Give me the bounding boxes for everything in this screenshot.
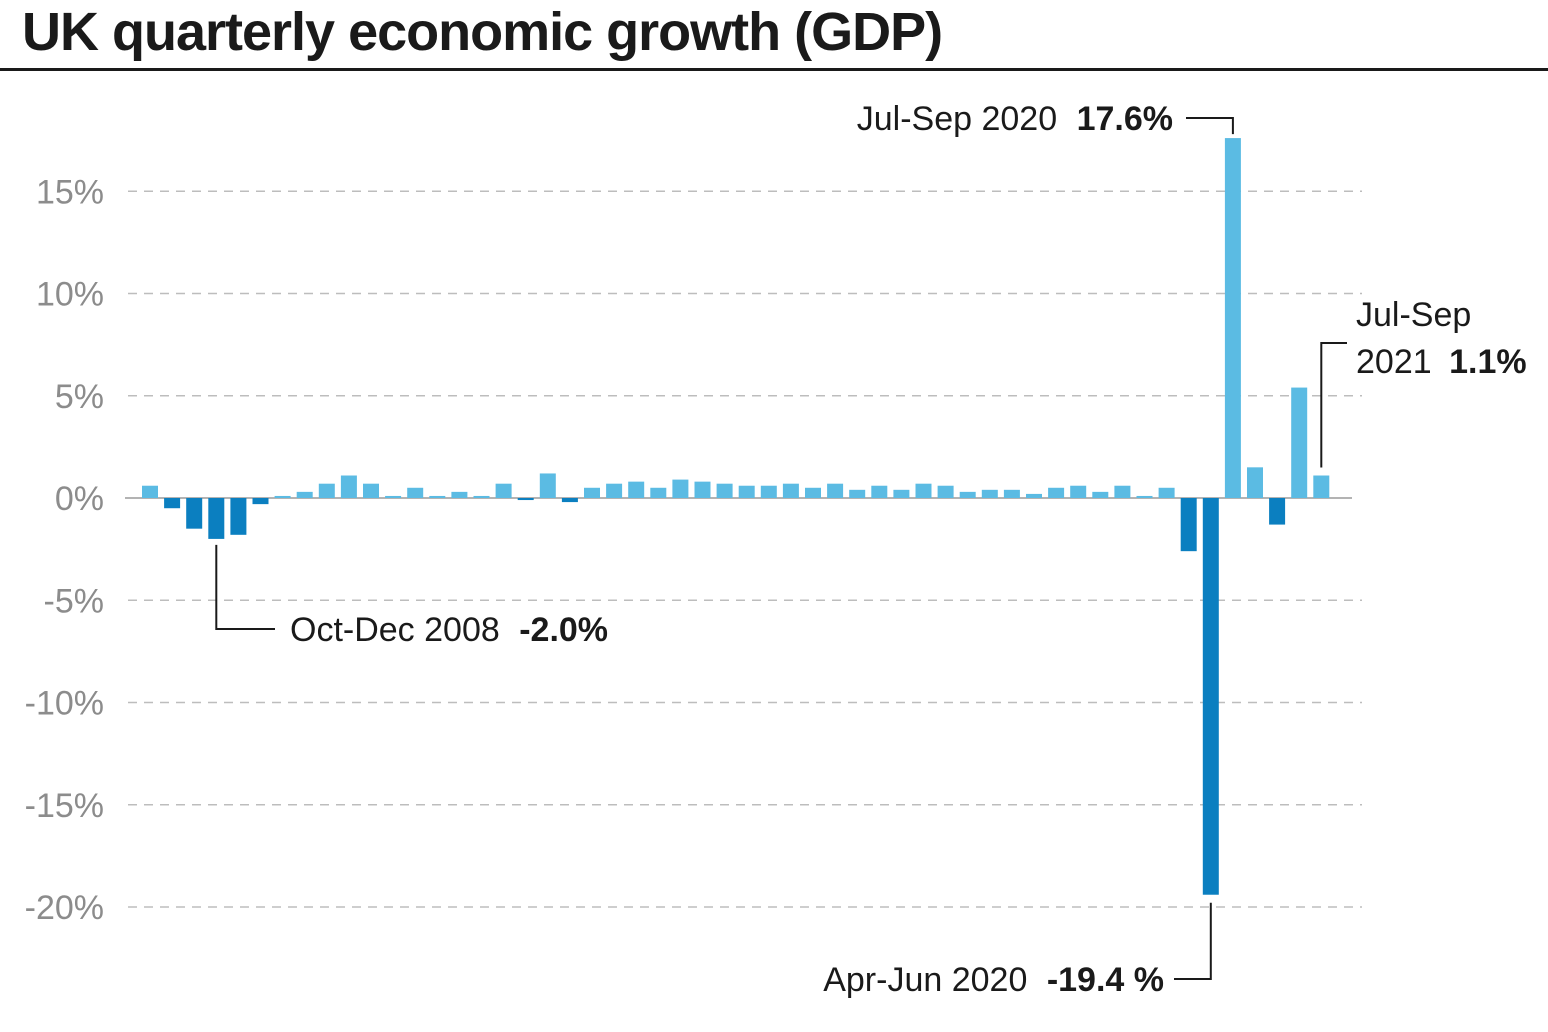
annotation-leader-line [1320, 342, 1347, 468]
annotation-jul-sep-2020-label: Jul-Sep 2020 [857, 100, 1057, 138]
bar [606, 483, 623, 498]
bar [1247, 467, 1263, 498]
bar [1269, 498, 1286, 525]
bar [429, 495, 446, 498]
y-tick-label: -20% [25, 889, 104, 927]
y-tick-label: 10% [36, 276, 104, 314]
y-tick-label: 5% [55, 378, 104, 416]
y-tick-label: -10% [25, 685, 104, 723]
bar [981, 489, 998, 498]
bar [760, 485, 777, 498]
bar [208, 498, 225, 539]
grid-lines [128, 190, 1362, 908]
bar [473, 495, 490, 498]
bar [1313, 475, 1330, 498]
bar [716, 483, 733, 498]
annotation-jul-sep-2021-line1: Jul-Sep [1356, 296, 1471, 334]
annotation-jul-sep-2021-year: 2021 [1356, 343, 1432, 381]
bar [915, 483, 932, 498]
y-tick-label: 0% [55, 480, 104, 518]
bar [694, 481, 711, 498]
bar [495, 483, 512, 498]
bar [827, 483, 844, 498]
bar [849, 489, 866, 498]
bar [738, 485, 755, 498]
bar [164, 498, 181, 509]
bar [340, 475, 357, 498]
bar [937, 485, 954, 498]
bar [1003, 489, 1020, 498]
bar [318, 483, 335, 498]
bar [1180, 498, 1197, 552]
bar [1291, 387, 1308, 498]
bar [142, 485, 158, 498]
annotation-apr-jun-2020: Apr-Jun 2020 -19.4 % [823, 961, 1164, 999]
bar [517, 498, 534, 501]
bar [893, 489, 910, 498]
bar [1026, 493, 1042, 498]
bar [407, 487, 424, 498]
bar [539, 473, 556, 498]
chart-title: UK quarterly economic growth (GDP) [22, 2, 943, 62]
title-rule [0, 68, 1548, 71]
bar [1092, 491, 1109, 498]
bar [385, 495, 402, 498]
y-axis-ticks: 15% 10% 5% 0% -5% -10% -15% -20% [25, 173, 104, 927]
bar [805, 487, 821, 498]
bar [451, 491, 468, 498]
bar [230, 498, 247, 535]
annotation-apr-jun-2020-value: -19.4 % [1047, 961, 1164, 999]
y-tick-label: -15% [25, 787, 104, 825]
bar [1158, 487, 1175, 498]
bar [672, 479, 689, 498]
bar [1070, 485, 1087, 498]
bar [186, 498, 203, 529]
annotation-jul-sep-2020: Jul-Sep 2020 17.6% [857, 100, 1173, 138]
bar [363, 483, 379, 498]
annotation-jul-sep-2020-value: 17.6% [1077, 100, 1173, 138]
annotation-apr-jun-2020-label: Apr-Jun 2020 [823, 961, 1027, 999]
annotation-leader-line [1186, 117, 1234, 135]
bars [142, 138, 1330, 895]
bar [959, 491, 976, 498]
bar [274, 495, 291, 498]
annotation-leader-line [1174, 902, 1212, 980]
bar [1202, 498, 1219, 895]
bar [584, 487, 600, 498]
bar [561, 498, 578, 503]
annotation-oct-dec-2008-value: -2.0% [519, 611, 608, 649]
bar [1136, 495, 1153, 498]
bar [296, 491, 313, 498]
annotation-jul-sep-2021-value: 1.1% [1449, 343, 1527, 381]
bar [252, 498, 269, 505]
annotation-leaders [215, 117, 1347, 980]
bar [1048, 487, 1065, 498]
y-tick-label: -5% [44, 582, 104, 620]
annotation-oct-dec-2008: Oct-Dec 2008 -2.0% [290, 611, 608, 649]
annotation-oct-dec-2008-label: Oct-Dec 2008 [290, 611, 500, 649]
annotation-jul-sep-2021-line2: 2021 1.1% [1356, 343, 1527, 381]
bar [782, 483, 799, 498]
annotation-leader-line [215, 544, 275, 630]
bar [650, 487, 667, 498]
bar [871, 485, 888, 498]
bar [1114, 485, 1131, 498]
bar [628, 481, 645, 498]
bar [1224, 138, 1241, 498]
y-tick-label: 15% [36, 173, 104, 211]
